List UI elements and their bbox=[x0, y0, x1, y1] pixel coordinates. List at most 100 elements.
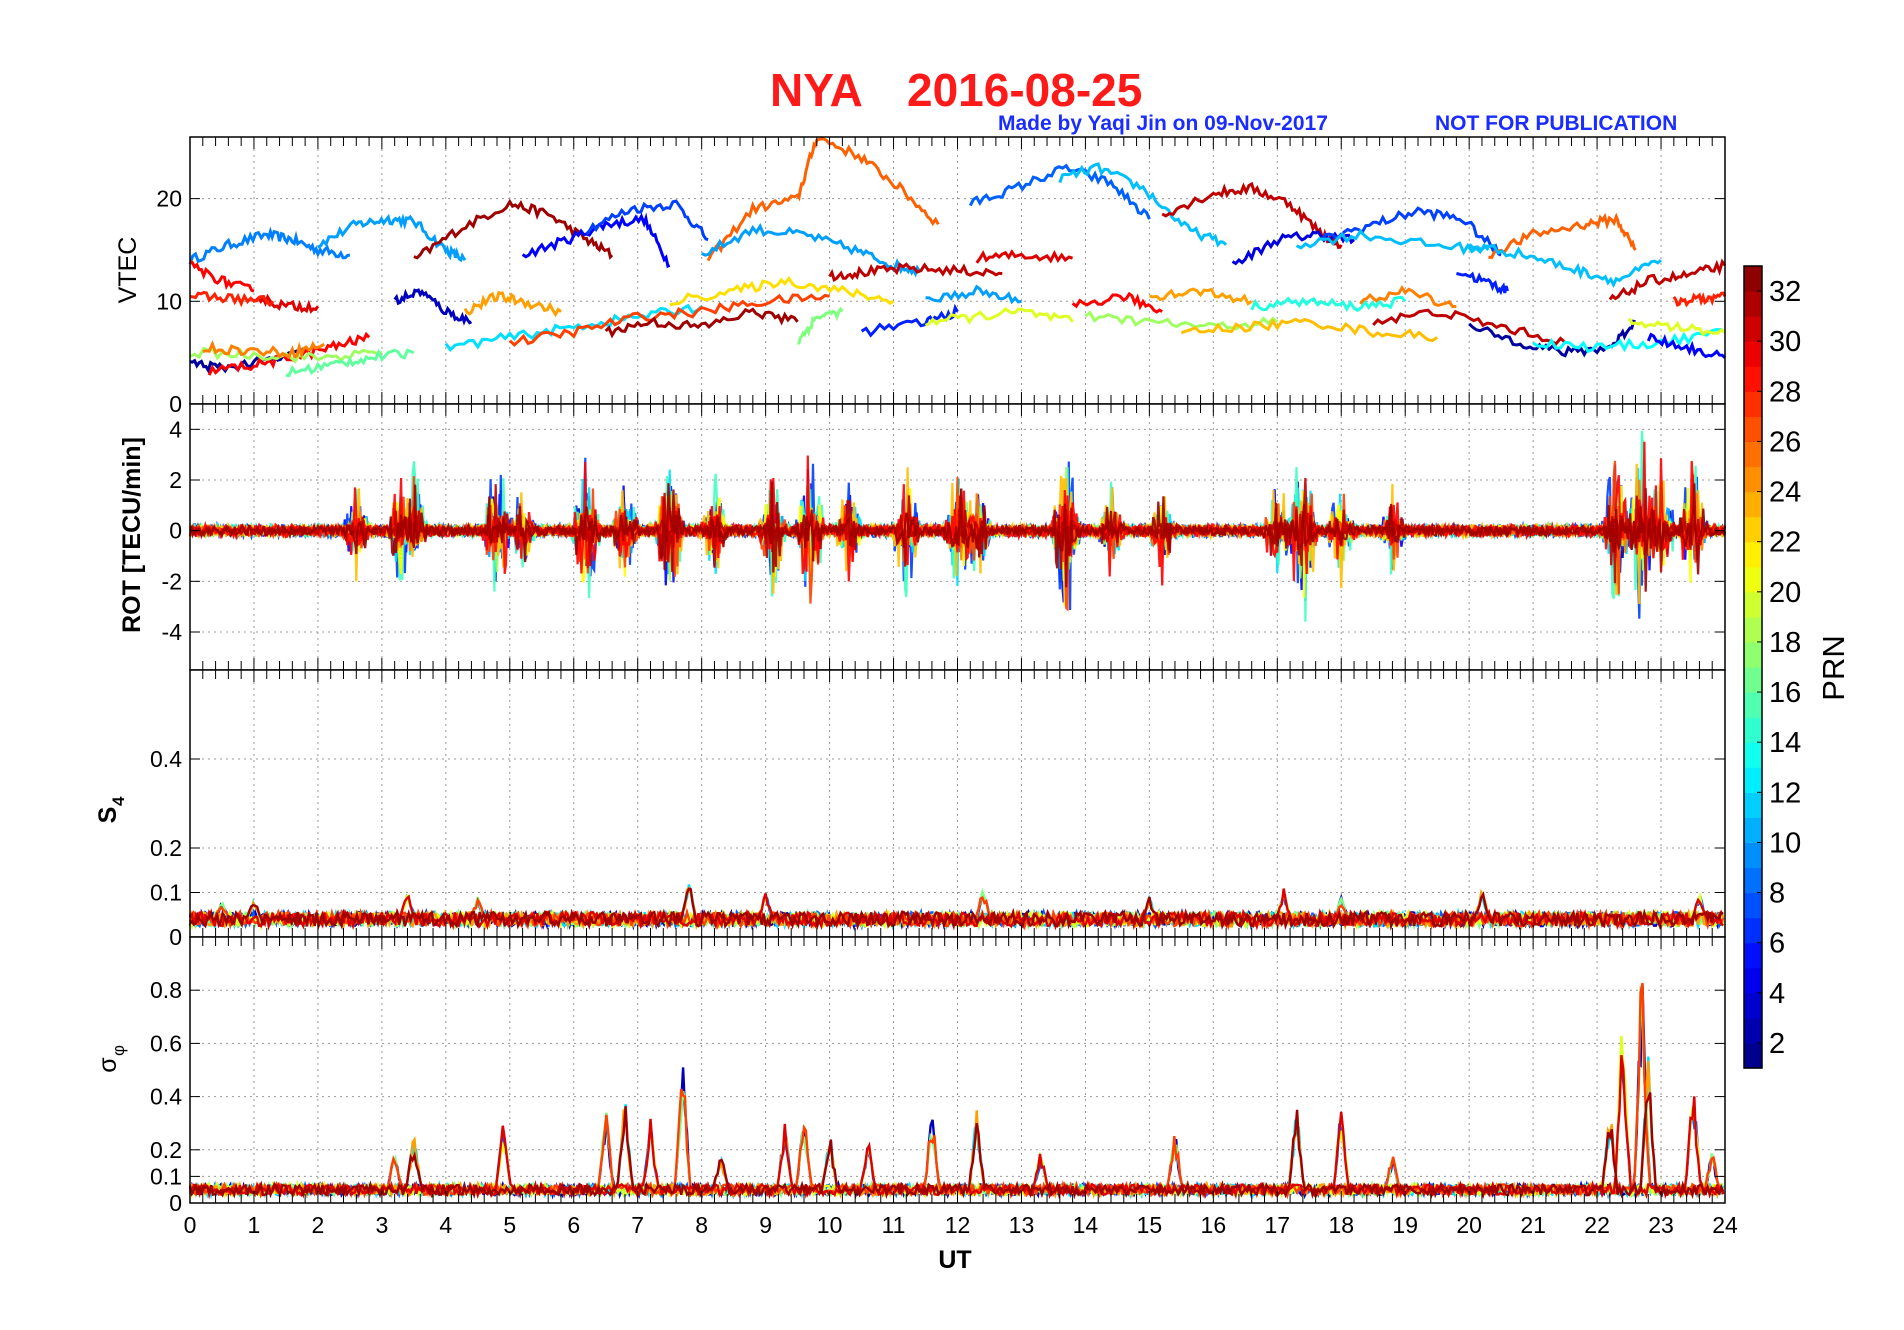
colorbar-tick-label: 12 bbox=[1769, 777, 1801, 809]
vtec-series-prn-18 bbox=[1084, 310, 1279, 331]
y-tick-label: 0 bbox=[169, 518, 182, 544]
vtec-series-prn-20 bbox=[924, 306, 1074, 327]
colorbar-segment bbox=[1744, 416, 1762, 443]
s4-panel: 0 0.1 0.2 0.4 bbox=[150, 669, 1726, 950]
vtec-series-prn-31 bbox=[1372, 308, 1567, 346]
colorbar-tick-label: 26 bbox=[1769, 426, 1801, 458]
vtec-series-prn-30 bbox=[975, 249, 1074, 264]
x-tick-label: 1 bbox=[248, 1212, 261, 1238]
vtec-series-prn-10 bbox=[701, 222, 921, 278]
vtec-series-prn-8 bbox=[968, 163, 1151, 220]
rot-ylabel: ROT [TECU/min] bbox=[118, 437, 146, 633]
vtec-series-prn-5 bbox=[1646, 332, 1727, 359]
x-axis-label: UT bbox=[938, 1246, 971, 1274]
title-date: 2016-08-25 bbox=[907, 64, 1142, 116]
x-tick-label: 5 bbox=[503, 1212, 516, 1238]
vtec-series-prn-13 bbox=[1532, 327, 1726, 354]
colorbar-segment bbox=[1744, 992, 1762, 1019]
colorbar-segment bbox=[1744, 792, 1762, 818]
vtec-series-prn-16 bbox=[285, 348, 415, 378]
y-tick-label: 20 bbox=[156, 186, 182, 212]
colorbar-segment bbox=[1744, 466, 1762, 493]
colorbar-segment bbox=[1744, 366, 1762, 392]
x-tick-label: 20 bbox=[1456, 1212, 1482, 1238]
credit-notice: NOT FOR PUBLICATION bbox=[1435, 112, 1677, 135]
vtec-series-prn-32 bbox=[413, 198, 614, 260]
x-tick-label: 11 bbox=[882, 1212, 906, 1238]
colorbar-label: PRN bbox=[1816, 635, 1851, 700]
y-tick-label: -2 bbox=[162, 568, 182, 594]
colorbar-segment bbox=[1744, 867, 1762, 894]
y-tick-label: 0 bbox=[169, 1190, 182, 1216]
svg-text:φ: φ bbox=[109, 1045, 128, 1056]
x-tick-label: 21 bbox=[1520, 1212, 1546, 1238]
colorbar-tick-label: 10 bbox=[1769, 827, 1801, 859]
colorbar-segment bbox=[1744, 441, 1762, 468]
x-tick-label: 14 bbox=[1073, 1212, 1099, 1238]
colorbar-segment bbox=[1744, 491, 1762, 518]
y-tick-label: 0.4 bbox=[150, 1084, 182, 1110]
x-tick-label: 2 bbox=[312, 1212, 325, 1238]
colorbar-segment bbox=[1744, 892, 1762, 919]
svg-text:S: S bbox=[94, 807, 122, 824]
vtec-series-prn-17 bbox=[797, 306, 844, 345]
colorbar-segment bbox=[1744, 316, 1762, 342]
vtec-panel: 0 10 20 bbox=[156, 136, 1727, 417]
vtec-series-prn-27 bbox=[508, 293, 830, 347]
panel-data bbox=[188, 430, 1727, 622]
vtec-series-prn-4 bbox=[1231, 230, 1355, 266]
x-tick-label: 24 bbox=[1712, 1212, 1738, 1238]
x-tick-label: 6 bbox=[567, 1212, 580, 1238]
y-tick-label: 0.1 bbox=[150, 1163, 182, 1189]
x-tick-label: 4 bbox=[439, 1212, 452, 1238]
vtec-series-prn-11 bbox=[1295, 228, 1490, 256]
colorbar-segment bbox=[1744, 266, 1762, 292]
vtec-series-prn-9 bbox=[188, 226, 351, 265]
y-tick-label: -4 bbox=[162, 619, 183, 645]
vtec-series-prn-10 bbox=[925, 284, 1022, 305]
vtec-series-prn-26 bbox=[1488, 212, 1637, 260]
x-tick-label: 7 bbox=[631, 1212, 644, 1238]
vtec-series-prn-5 bbox=[521, 212, 671, 269]
x-tick-label: 22 bbox=[1584, 1212, 1610, 1238]
vtec-series-prn-30 bbox=[253, 293, 320, 314]
colorbar-tick-label: 14 bbox=[1769, 727, 1801, 759]
vtec-series-prn-7 bbox=[585, 199, 709, 242]
x-tick-label: 15 bbox=[1137, 1212, 1163, 1238]
svg-text:σ: σ bbox=[94, 1057, 122, 1073]
vtec-series-prn-20 bbox=[1627, 317, 1726, 337]
colorbar-tick-label: 2 bbox=[1769, 1028, 1785, 1060]
colorbar-segment bbox=[1744, 842, 1762, 869]
colorbar-segment bbox=[1744, 917, 1762, 944]
y-tick-label: 0.1 bbox=[150, 880, 182, 906]
colorbar-segment bbox=[1744, 1042, 1762, 1069]
colorbar-segment bbox=[1744, 591, 1762, 618]
colorbar-segment bbox=[1744, 817, 1762, 844]
x-tick-label: 0 bbox=[184, 1212, 197, 1238]
y-tick-label: 0.2 bbox=[150, 835, 182, 861]
vtec-series-prn-29 bbox=[189, 260, 255, 293]
colorbar-tick-label: 16 bbox=[1769, 677, 1801, 709]
vtec-series-prn-14 bbox=[1250, 295, 1407, 313]
vtec-series-prn-2 bbox=[1468, 319, 1636, 358]
y-tick-label: 4 bbox=[169, 416, 182, 442]
y-tick-label: 2 bbox=[169, 467, 182, 493]
vtec-series-prn-12 bbox=[444, 303, 703, 352]
svg-text:4: 4 bbox=[109, 796, 128, 806]
title-station: NYA bbox=[770, 64, 863, 116]
colorbar-tick-label: 18 bbox=[1769, 627, 1801, 659]
colorbar-tick-label: 32 bbox=[1769, 276, 1801, 308]
x-tick-label: 12 bbox=[945, 1212, 971, 1238]
vtec-series-prn-3 bbox=[393, 288, 473, 326]
y-tick-label: 0.2 bbox=[150, 1137, 182, 1163]
colorbar-segment bbox=[1744, 692, 1762, 718]
colorbar-segment bbox=[1744, 717, 1762, 743]
vtec-series-prn-29 bbox=[1071, 291, 1163, 314]
vtec-series-prn-25 bbox=[1359, 285, 1457, 309]
colorbar-segment bbox=[1744, 566, 1762, 593]
y-tick-label: 0.8 bbox=[150, 977, 182, 1003]
colorbar-tick-label: 22 bbox=[1769, 527, 1801, 559]
colorbar-tick-label: 30 bbox=[1769, 326, 1801, 358]
